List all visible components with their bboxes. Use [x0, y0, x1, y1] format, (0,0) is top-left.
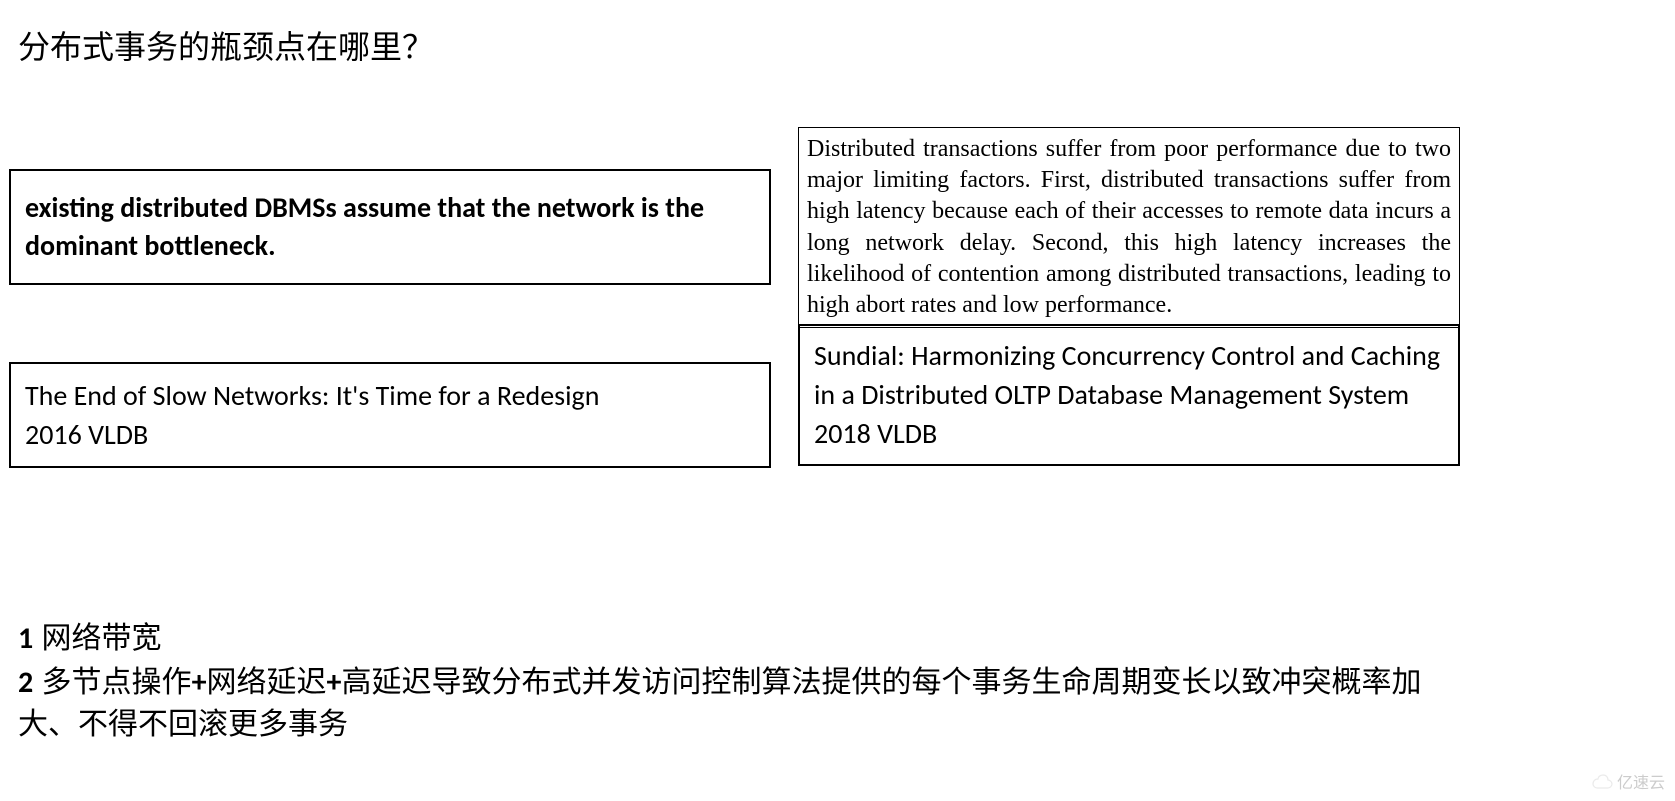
bullet-number: 2	[18, 664, 33, 701]
plus-sign: +	[327, 664, 342, 701]
citation-venue: 2018 VLDB	[814, 414, 1444, 453]
plus-sign: +	[192, 664, 207, 701]
watermark: 亿速云	[1591, 769, 1665, 793]
quote-text: existing distributed DBMSs assume that t…	[25, 190, 704, 263]
quote-box-distributed-transactions: Distributed transactions suffer from poo…	[798, 127, 1460, 328]
bullet-text: 网络带宽	[33, 622, 161, 655]
bullet-point-1: 1 网络带宽	[18, 618, 162, 660]
citation-title: The End of Slow Networks: It's Time for …	[25, 376, 755, 415]
quote-box-network-bottleneck: existing distributed DBMSs assume that t…	[9, 169, 771, 285]
citation-title: Sundial: Harmonizing Concurrency Control…	[814, 336, 1444, 414]
bullet-point-2: 2 多节点操作+网络延迟+高延迟导致分布式并发访问控制算法提供的每个事务生命周期…	[18, 662, 1448, 746]
bullet-text-b: 网络延迟	[207, 666, 327, 699]
slide-title: 分布式事务的瓶颈点在哪里？	[18, 22, 434, 68]
citation-box-slow-networks: The End of Slow Networks: It's Time for …	[9, 362, 771, 468]
quote-text: Distributed transactions suffer from poo…	[807, 136, 1451, 318]
bullet-text-a: 多节点操作	[33, 666, 191, 699]
bullet-number: 1	[18, 620, 33, 657]
watermark-text: 亿速云	[1617, 769, 1665, 793]
citation-box-sundial: Sundial: Harmonizing Concurrency Control…	[798, 324, 1460, 466]
citation-venue: 2016 VLDB	[25, 415, 755, 454]
cloud-icon	[1591, 773, 1613, 789]
